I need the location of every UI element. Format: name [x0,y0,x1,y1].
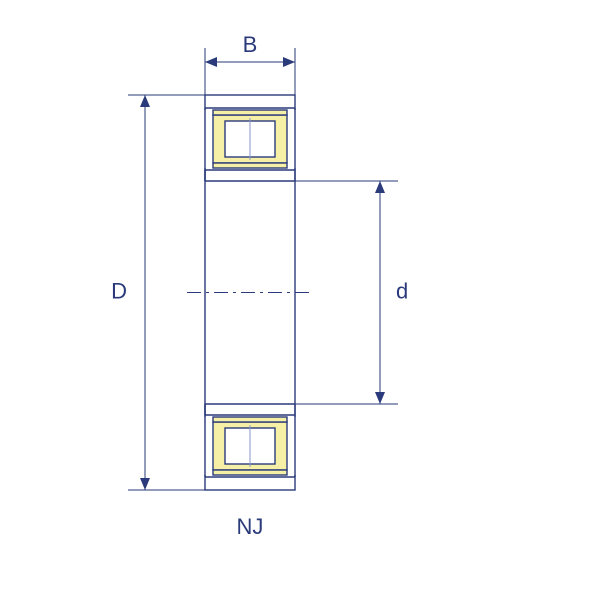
bearing-type-label: NJ [237,514,264,539]
dim-label-B: B [243,32,258,57]
dim-label-d: d [396,278,408,303]
dim-label-D: D [111,278,127,303]
bearing-diagram: B Dd NJ [0,0,600,600]
